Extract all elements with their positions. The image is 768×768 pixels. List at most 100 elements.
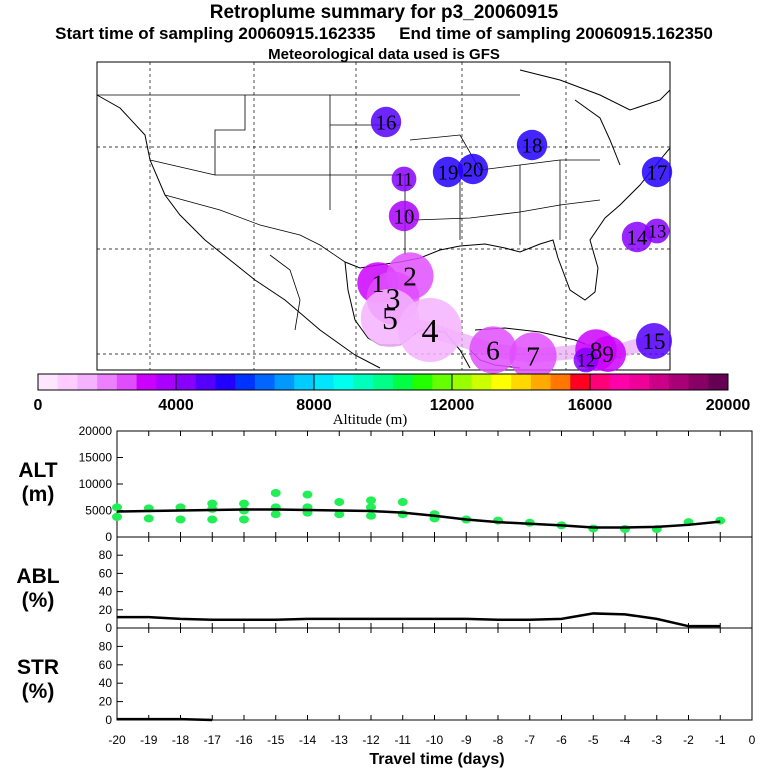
alt-point — [397, 498, 408, 507]
alt-point — [207, 515, 218, 524]
colorbar-cell — [235, 374, 256, 390]
y-tick-label: 0 — [105, 713, 112, 727]
colorbar-cell — [156, 374, 177, 390]
colorbar-cell — [471, 374, 492, 390]
y-tick-label: 0 — [105, 621, 112, 635]
colorbar-cell — [333, 374, 354, 390]
x-tick-label: 0 — [749, 733, 756, 747]
y-tick-label: 80 — [99, 548, 113, 562]
plume-point-circle — [516, 129, 548, 161]
panel-alt: 0 5000 10000 15000 20000 ALT(m) — [18, 424, 753, 544]
y-tick-label: 20000 — [79, 424, 113, 438]
colorbar-cell — [550, 374, 571, 390]
colorbar-title: Altitude (m) — [333, 412, 408, 428]
colorbar-cell — [412, 374, 433, 390]
x-tick-label: -10 — [426, 733, 444, 747]
y-tick-label: 0 — [105, 530, 112, 544]
colorbar-tick-label: 4000 — [158, 397, 194, 414]
panel-label: STR — [17, 656, 59, 679]
plume-point-circle — [621, 221, 653, 253]
plume-point-label: 15 — [643, 329, 666, 354]
plume-point-circle — [388, 200, 420, 232]
plume-point-label: 17 — [647, 161, 668, 184]
x-tick-label: -4 — [620, 733, 631, 747]
y-tick-label: 5000 — [85, 504, 112, 518]
alt-point — [302, 490, 313, 499]
y-tick-label: 10000 — [79, 477, 113, 491]
y-tick-label: 80 — [99, 639, 113, 653]
met-data-label: Meteorological data used is GFS — [268, 46, 500, 63]
colorbar-cell — [77, 374, 98, 390]
panel-unit-label: (%) — [22, 589, 55, 612]
alt-point — [270, 510, 281, 519]
colorbar-cell — [649, 374, 670, 390]
chart-title: Retroplume summary for p3_20060915 — [209, 2, 559, 23]
colorbar-cell — [116, 374, 138, 390]
plume-point-label: 13 — [648, 222, 667, 243]
time-series-panels: 05000100001500020000ALT(m)020406080ABL(%… — [16, 424, 755, 768]
colorbar-cell — [452, 374, 473, 390]
panel-abl: 0 20 40 60 80 ABL(%) — [16, 536, 753, 635]
colorbar-cell — [491, 374, 512, 390]
colorbar-cell — [38, 374, 59, 390]
plume-point-label: 11 — [395, 170, 413, 191]
colorbar-cell — [97, 374, 118, 390]
plume-point-label: 19 — [438, 161, 459, 184]
y-tick-label: 20 — [99, 695, 113, 709]
alt-point — [112, 503, 122, 512]
y-tick-label: 40 — [99, 676, 113, 690]
y-tick-label: 20 — [99, 603, 113, 617]
colorbar-cell — [432, 374, 453, 390]
colorbar-cell — [195, 374, 216, 390]
x-tick-label: -20 — [108, 733, 126, 747]
plume-point-label: 18 — [522, 134, 543, 157]
x-tick-label: -12 — [362, 733, 380, 747]
colorbar-cell — [215, 374, 236, 390]
colorbar-tick-label: 12000 — [430, 397, 475, 414]
alt-point — [270, 489, 281, 498]
colorbar-cell — [530, 374, 552, 390]
plume-point-label: 12 — [577, 351, 596, 372]
str-line — [117, 717, 213, 722]
abl-line — [117, 612, 721, 628]
colorbar-cell — [708, 374, 729, 390]
x-tick-label: -8 — [493, 733, 504, 747]
alt-point — [366, 503, 376, 512]
panel-str: 0 20 40 60 80 STR(%) — [17, 627, 753, 727]
alt-point — [239, 499, 249, 508]
colorbar-cell — [57, 374, 78, 390]
altitude-colorbar: 0 4000 8000 12000 16000 20000 Altitude (m) — [34, 373, 750, 428]
x-tick-label: -6 — [556, 733, 567, 747]
colorbar-cell — [668, 374, 690, 390]
colorbar-cell — [688, 374, 709, 390]
x-tick-label: -16 — [235, 733, 253, 747]
plume-point-label: 1 — [372, 271, 385, 298]
plume-point-circle — [391, 166, 417, 192]
alt-point — [366, 511, 376, 520]
colorbar-tick-label: 8000 — [296, 397, 332, 414]
x-tick-label: -7 — [524, 733, 535, 747]
colorbar-tick-label: 0 — [34, 397, 43, 414]
x-tick-label: -9 — [461, 733, 472, 747]
colorbar-cell — [629, 374, 650, 390]
colorbar-cell — [254, 374, 276, 390]
plume-point-circle — [360, 288, 420, 348]
colorbar-cell — [392, 374, 414, 390]
sampling-times: Start time of sampling 20060915.162335 E… — [0, 24, 768, 44]
plume-point-label: 7 — [526, 342, 540, 372]
colorbar-cell — [274, 374, 295, 390]
colorbar-cell — [176, 374, 197, 390]
plume-point-label: 8 — [590, 338, 603, 365]
x-tick-label: -15 — [267, 733, 285, 747]
x-tick-label: -14 — [299, 733, 317, 747]
x-tick-label: -5 — [588, 733, 599, 747]
alt-point — [112, 512, 122, 521]
y-tick-label: 60 — [99, 566, 113, 580]
plume-point-circle — [641, 156, 673, 188]
plume-point-circle — [573, 347, 599, 373]
panel-unit-label: (m) — [22, 483, 55, 506]
colorbar-cell — [353, 374, 374, 390]
x-tick-label: -17 — [204, 733, 222, 747]
colorbar-cell — [373, 374, 394, 390]
plume-point-circle — [432, 156, 464, 188]
